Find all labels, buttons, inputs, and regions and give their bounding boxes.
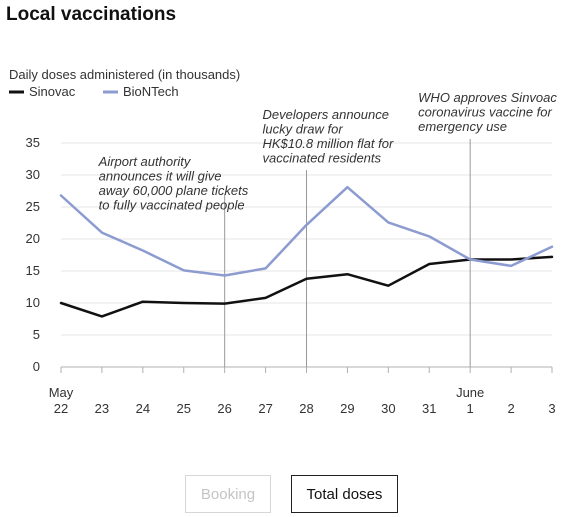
x-tick-label: 2 bbox=[507, 401, 514, 416]
annotation-text: emergency use bbox=[418, 119, 507, 134]
annotation-text: to fully vaccinated people bbox=[99, 198, 245, 213]
y-axis: 0 5 10 15 20 25 30 35 bbox=[26, 135, 40, 374]
x-month-label: June bbox=[456, 385, 484, 400]
annotation-text: HK$10.8 million flat for bbox=[263, 136, 394, 151]
x-tick-label: 3 bbox=[548, 401, 555, 416]
y-tick-label: 25 bbox=[26, 199, 40, 214]
page-title: Local vaccinations bbox=[6, 4, 177, 25]
total-doses-button[interactable]: Total doses bbox=[291, 475, 398, 513]
annotation-text: vaccinated residents bbox=[263, 151, 382, 166]
legend: Sinovac BioNTech bbox=[9, 84, 179, 99]
x-tick-label: 24 bbox=[136, 401, 150, 416]
annotation-text: announces it will give bbox=[99, 169, 222, 184]
x-tick-label: 29 bbox=[340, 401, 354, 416]
y-axis-label: Daily doses administered (in thousands) bbox=[9, 67, 240, 82]
legend-label: Sinovac bbox=[29, 84, 76, 99]
annotation-text: coronavirus vaccine for bbox=[418, 105, 552, 120]
y-tick-label: 35 bbox=[26, 135, 40, 150]
annotation-text: away 60,000 plane tickets bbox=[99, 183, 249, 198]
x-tick-label: 22 bbox=[54, 401, 68, 416]
x-tick-label: 1 bbox=[467, 401, 474, 416]
series-line-biontech bbox=[59, 185, 554, 277]
annotation-text: WHO approves Sinvoac bbox=[418, 90, 557, 105]
y-tick-label: 10 bbox=[26, 295, 40, 310]
x-tick-label: 25 bbox=[177, 401, 191, 416]
y-tick-label: 30 bbox=[26, 167, 40, 182]
annotation-text: lucky draw for bbox=[263, 122, 344, 137]
series-lines bbox=[59, 185, 554, 318]
x-tick-label: 26 bbox=[217, 401, 231, 416]
annotation-text: Developers announce bbox=[263, 107, 389, 122]
booking-button[interactable]: Booking bbox=[185, 475, 271, 513]
y-tick-label: 20 bbox=[26, 231, 40, 246]
x-tick-label: 23 bbox=[95, 401, 109, 416]
y-tick-label: 15 bbox=[26, 263, 40, 278]
x-tick-label: 30 bbox=[381, 401, 395, 416]
annotation-text: Airport authority bbox=[98, 154, 192, 169]
x-tick-label: 28 bbox=[299, 401, 313, 416]
legend-label: BioNTech bbox=[123, 84, 179, 99]
x-month-label: May bbox=[49, 385, 74, 400]
y-tick-label: 0 bbox=[33, 359, 40, 374]
y-tick-label: 5 bbox=[33, 327, 40, 342]
x-tick-label: 31 bbox=[422, 401, 436, 416]
x-tick-label: 27 bbox=[258, 401, 272, 416]
